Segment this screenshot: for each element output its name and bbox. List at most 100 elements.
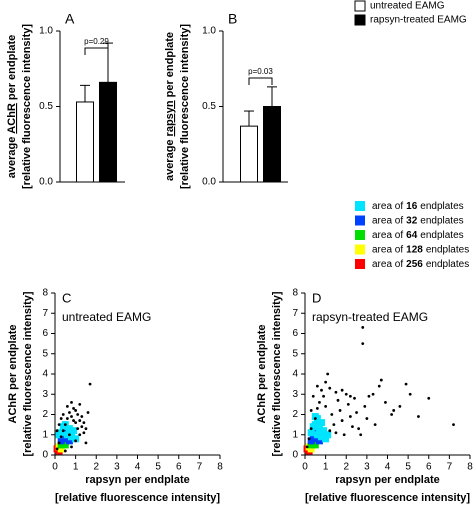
legend-swatch — [354, 14, 366, 26]
scatter-point — [74, 421, 78, 424]
scatter-point — [361, 326, 365, 329]
scatter-point — [346, 402, 350, 406]
scatter-point — [348, 415, 352, 418]
density-cell — [315, 437, 323, 445]
scatter-point — [361, 342, 365, 346]
x-axis-label: rapsyn per endplate — [335, 474, 440, 486]
scatter-point — [379, 378, 383, 382]
panel-label: B — [228, 11, 237, 27]
scatter-point — [74, 409, 78, 412]
bar — [76, 101, 94, 183]
scatter-point — [61, 413, 65, 416]
scatter-point — [68, 433, 71, 437]
scatter-point — [315, 407, 319, 410]
y-axis-label: [relative fluorescence intensity] — [271, 291, 283, 456]
scatter-point — [326, 372, 330, 376]
y-tick-label: 2 — [42, 409, 48, 420]
scatter-point — [340, 419, 344, 422]
y-axis-label: [relative fluorescence intensity] — [21, 24, 33, 189]
density-cell — [68, 433, 75, 441]
y-tick-label: 4 — [292, 369, 298, 380]
scatter-point — [353, 396, 356, 400]
x-tick-label: 7 — [197, 462, 203, 473]
density-legend-swatch — [355, 215, 365, 226]
scatter-point — [365, 417, 369, 420]
scatter-point — [63, 423, 67, 427]
y-axis-label-part: AChR — [6, 103, 18, 134]
scatter-point — [65, 405, 69, 408]
density-legend-suffix: endplates — [420, 215, 463, 226]
scatter-point — [59, 435, 63, 439]
y-axis-label-part: [relative fluorescence intensity] — [22, 291, 34, 456]
x-tick-label: 3 — [114, 462, 120, 473]
p-value: p=0.29 — [84, 37, 109, 46]
scatter-point — [80, 415, 84, 418]
scatter-point — [78, 419, 82, 422]
scatter-point — [344, 392, 348, 396]
scatter-point — [70, 445, 73, 449]
y-axis-label-part: [relative fluorescence intensity] — [21, 24, 33, 189]
density-cell — [61, 435, 69, 443]
scatter-point — [348, 394, 352, 398]
scatter-point — [452, 423, 455, 427]
bar — [240, 125, 258, 183]
scatter-point — [336, 398, 340, 402]
scatter-point — [309, 409, 313, 412]
y-axis-label: AChR per endplate — [256, 324, 268, 423]
density-cell — [318, 433, 325, 441]
scatter-point — [305, 445, 309, 449]
density-cell — [57, 445, 65, 453]
y-axis-label-part: rapsyn — [164, 100, 176, 136]
scatter-point — [59, 417, 63, 420]
scatter-point — [63, 449, 67, 453]
y-tick-label: 6 — [292, 328, 298, 339]
scatter-point — [355, 411, 358, 414]
scatter-point — [330, 413, 334, 416]
y-tick-label: 0 — [292, 450, 298, 461]
scatter-point — [324, 405, 328, 408]
y-axis-label: average rapsyn per endplate — [164, 32, 176, 181]
panel-label: C — [62, 290, 71, 305]
density-cell — [65, 425, 73, 433]
x-axis-label: rapsyn per endplate — [85, 474, 190, 486]
y-axis-label-part: [relative fluorescence intensity] — [179, 24, 191, 189]
density-cell — [65, 437, 73, 445]
y-tick-label: 7 — [42, 308, 48, 319]
scatter-point — [324, 380, 328, 384]
legend-label: rapsyn-treated EAMG — [370, 15, 467, 26]
scatter-point — [392, 409, 396, 412]
y-axis-label-part: average — [6, 137, 18, 179]
scatter-point — [363, 405, 367, 408]
density-cell — [55, 431, 63, 439]
density-cell — [311, 435, 319, 443]
density-cell — [324, 431, 332, 439]
scatter-point — [328, 386, 332, 390]
scatter-point — [55, 447, 59, 451]
scatter-point — [318, 400, 321, 404]
density-legend-count: 64 — [406, 230, 418, 241]
scatter-point — [377, 384, 381, 388]
density-cell — [320, 427, 328, 435]
density-legend-suffix: endplates — [420, 230, 463, 241]
scatter-point — [322, 394, 325, 398]
density-cell — [309, 423, 317, 431]
scatter-point — [309, 427, 313, 431]
y-tick-label: 2 — [292, 409, 298, 420]
x-tick-label: 8 — [217, 462, 223, 473]
density-cell — [57, 437, 65, 445]
y-tick-label: 4 — [42, 369, 48, 380]
x-tick-label: 2 — [93, 462, 99, 473]
y-tick-label: 0.0 — [39, 177, 53, 188]
scatter-point — [334, 390, 338, 394]
density-cell — [311, 441, 319, 449]
scatter-point — [82, 431, 86, 435]
density-legend-count: 256 — [406, 259, 423, 270]
density-cell — [61, 441, 69, 449]
density-cell — [307, 445, 315, 453]
scatter-point — [76, 413, 80, 416]
scatter-point — [61, 429, 65, 433]
y-tick-label: 0.5 — [39, 101, 53, 112]
y-tick-label: 5 — [42, 348, 48, 359]
density-legend-prefix: area of — [372, 215, 403, 226]
density-legend-label: area of 128 endplates — [372, 244, 469, 255]
